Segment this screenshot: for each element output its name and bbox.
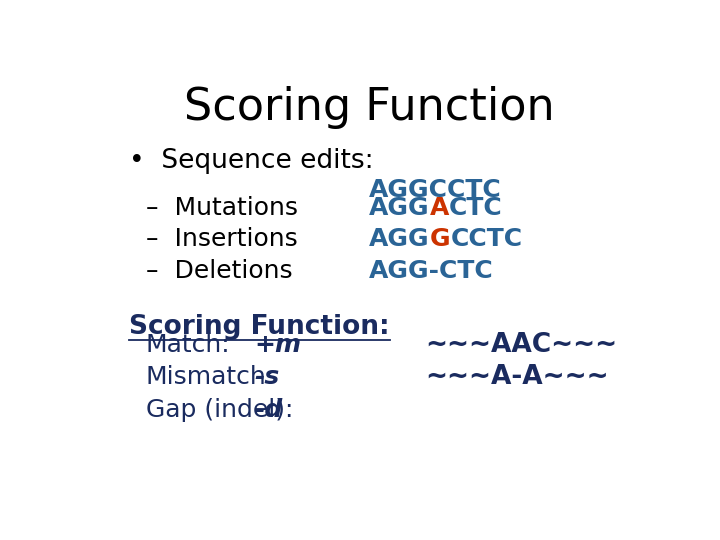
Text: AGG-CTC: AGG-CTC [369,259,494,282]
Text: –  Deletions: – Deletions [145,259,292,282]
Text: CTC: CTC [449,196,503,220]
Text: AGG: AGG [369,227,430,252]
Text: Match:: Match: [145,334,230,357]
Text: -s: -s [255,366,280,389]
Text: Mismatch:: Mismatch: [145,366,275,389]
Text: +m: +m [255,334,302,357]
Text: Gap (indel):: Gap (indel): [145,398,293,422]
Text: G: G [430,227,450,252]
Text: AGGCCTC: AGGCCTC [369,178,502,201]
Text: •  Sequence edits:: • Sequence edits: [129,148,374,174]
Text: ~~~AAC~~~: ~~~AAC~~~ [425,333,617,359]
Text: –  Mutations: – Mutations [145,196,298,220]
Text: Scoring Function: Scoring Function [184,85,554,129]
Text: –  Insertions: – Insertions [145,227,297,252]
Text: CCTC: CCTC [450,227,523,252]
Text: AGG: AGG [369,196,430,220]
Text: ~~~A-A~~~: ~~~A-A~~~ [425,364,608,390]
Text: -d: -d [255,398,283,422]
Text: Scoring Function:: Scoring Function: [129,314,390,340]
Text: A: A [430,196,449,220]
